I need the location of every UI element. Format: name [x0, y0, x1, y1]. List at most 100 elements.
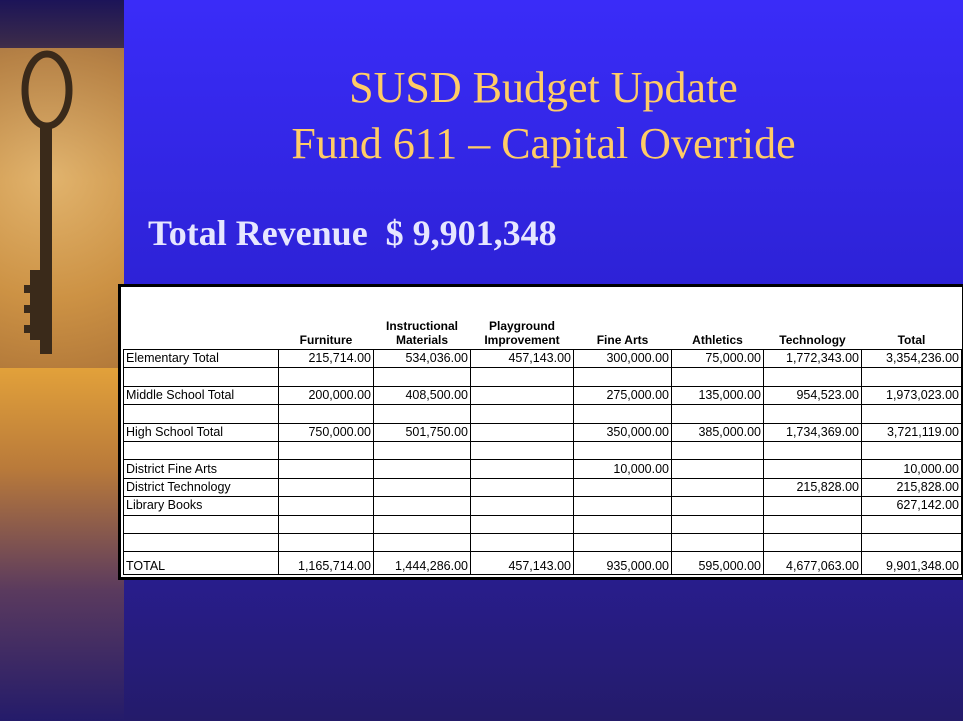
title-line: SUSD Budget Update: [124, 62, 963, 113]
cell: [574, 515, 672, 533]
cell: 954,523.00: [764, 386, 862, 404]
cell: [862, 533, 962, 551]
page: SUSD Budget Update Fund 611 – Capital Ov…: [0, 0, 963, 721]
cell: [862, 405, 962, 423]
cell: [764, 533, 862, 551]
cell: 1,165,714.00: [279, 552, 374, 575]
table-row: Library Books 627,142.00: [124, 497, 962, 515]
cell: [672, 515, 764, 533]
cell: 1,444,286.00: [374, 552, 471, 575]
cell: 627,142.00: [862, 497, 962, 515]
cell: 275,000.00: [574, 386, 672, 404]
column-header: Athletics: [672, 287, 764, 350]
cell: 457,143.00: [471, 350, 574, 368]
cell: 215,828.00: [862, 478, 962, 496]
cell: [672, 368, 764, 386]
cell: [279, 441, 374, 459]
cell: [374, 405, 471, 423]
column-header: Furniture: [279, 287, 374, 350]
cell: [279, 405, 374, 423]
table-row: [124, 405, 962, 423]
cell: 501,750.00: [374, 423, 471, 441]
cell: [471, 441, 574, 459]
cell: 3,721,119.00: [862, 423, 962, 441]
table-row: [124, 441, 962, 459]
cell: [471, 386, 574, 404]
table-row: [124, 533, 962, 551]
cell: 457,143.00: [471, 552, 574, 575]
table-row: Elementary Total215,714.00534,036.00457,…: [124, 350, 962, 368]
cell: [574, 533, 672, 551]
cell: 135,000.00: [672, 386, 764, 404]
cell: 750,000.00: [279, 423, 374, 441]
cell: [279, 368, 374, 386]
row-label: [124, 533, 279, 551]
cell: [471, 533, 574, 551]
slide: SUSD Budget Update Fund 611 – Capital Ov…: [0, 0, 963, 721]
cell: 385,000.00: [672, 423, 764, 441]
cell: [471, 515, 574, 533]
column-header: Total: [862, 287, 962, 350]
row-label: [124, 368, 279, 386]
cell: [279, 515, 374, 533]
row-label: Middle School Total: [124, 386, 279, 404]
cell: [672, 533, 764, 551]
side-strip: [0, 0, 124, 721]
cell: 200,000.00: [279, 386, 374, 404]
cell: [574, 478, 672, 496]
table-row: High School Total750,000.00501,750.00350…: [124, 423, 962, 441]
cell: 215,828.00: [764, 478, 862, 496]
cell: [862, 441, 962, 459]
subtitle: Total Revenue $ 9,901,348: [148, 212, 557, 254]
key-icon: [0, 40, 124, 420]
cell: 9,901,348.00: [862, 552, 962, 575]
budget-table: FurnitureInstructional MaterialsPlaygrou…: [123, 287, 962, 575]
row-label: [124, 515, 279, 533]
cell: [374, 478, 471, 496]
cell: [374, 533, 471, 551]
cell: 935,000.00: [574, 552, 672, 575]
column-header: Playground Improvement: [471, 287, 574, 350]
column-header: Technology: [764, 287, 862, 350]
cell: [471, 405, 574, 423]
cell: [764, 515, 862, 533]
cell: [374, 515, 471, 533]
cell: [374, 497, 471, 515]
cell: [764, 497, 862, 515]
table-row: [124, 368, 962, 386]
cell: [764, 368, 862, 386]
cell: 534,036.00: [374, 350, 471, 368]
cell: [574, 405, 672, 423]
column-header: Fine Arts: [574, 287, 672, 350]
cell: 408,500.00: [374, 386, 471, 404]
cell: 4,677,063.00: [764, 552, 862, 575]
cell: [279, 497, 374, 515]
cell: [471, 368, 574, 386]
cell: 1,734,369.00: [764, 423, 862, 441]
cell: [672, 460, 764, 478]
cell: [279, 460, 374, 478]
cell: [279, 533, 374, 551]
cell: [672, 478, 764, 496]
cell: [471, 460, 574, 478]
cell: [471, 478, 574, 496]
cell: [764, 441, 862, 459]
cell: [574, 368, 672, 386]
cell: [471, 423, 574, 441]
row-label: Library Books: [124, 497, 279, 515]
cell: [574, 441, 672, 459]
row-label: District Fine Arts: [124, 460, 279, 478]
cell: [672, 497, 764, 515]
cell: 595,000.00: [672, 552, 764, 575]
cell: 1,772,343.00: [764, 350, 862, 368]
row-label: District Technology: [124, 478, 279, 496]
cell: [471, 497, 574, 515]
cell: 215,714.00: [279, 350, 374, 368]
cell: [862, 515, 962, 533]
cell: 300,000.00: [574, 350, 672, 368]
row-label: [124, 405, 279, 423]
table-row: TOTAL1,165,714.001,444,286.00457,143.009…: [124, 552, 962, 575]
